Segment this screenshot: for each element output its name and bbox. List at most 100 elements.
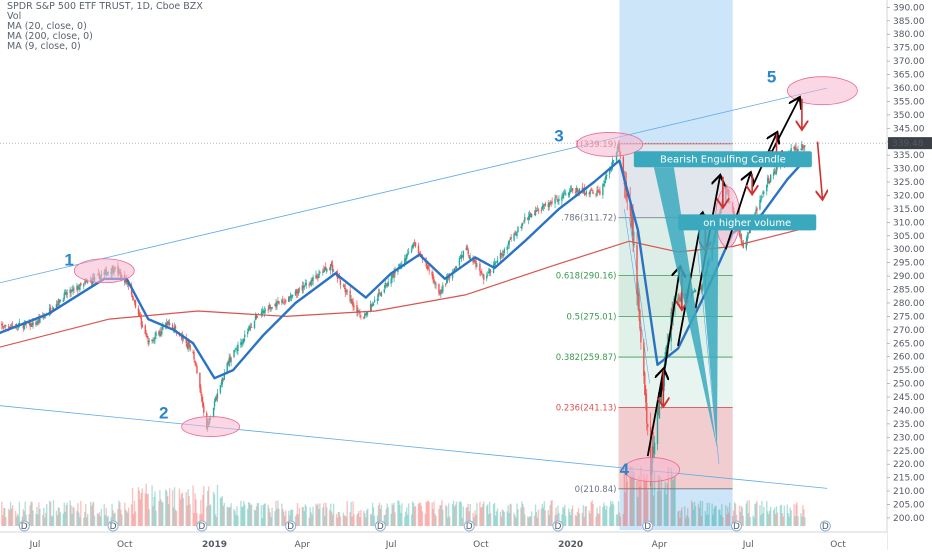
candle-body — [215, 397, 218, 401]
volume-bar — [728, 512, 730, 526]
volume-bar — [571, 505, 574, 526]
volume-bar — [342, 512, 345, 526]
candle-body — [268, 306, 270, 310]
candle-body — [360, 315, 362, 317]
volume-bar — [125, 509, 127, 526]
candle-body — [230, 358, 232, 362]
volume-bar — [113, 513, 115, 526]
volume-bar — [530, 511, 533, 526]
candle-body — [738, 224, 741, 236]
volume-bar — [517, 509, 519, 526]
volume-bar — [763, 506, 765, 526]
candle-body — [537, 210, 540, 212]
candle-body — [804, 145, 806, 147]
volume-bar — [796, 502, 798, 526]
volume-bar — [665, 494, 667, 526]
volume-bar — [775, 506, 778, 526]
volume-bar — [460, 502, 463, 526]
dividend-marker[interactable]: D — [552, 520, 564, 532]
candle-body — [468, 255, 470, 259]
volume-bar — [789, 507, 791, 526]
dividend-marker-circle — [463, 520, 475, 532]
volume-bar — [727, 506, 729, 526]
volume-bar — [311, 514, 313, 526]
ma9-legend[interactable]: MA (9, close, 0) — [7, 41, 81, 52]
volume-bar — [650, 481, 653, 526]
dividend-marker[interactable]: D — [196, 520, 208, 532]
volume-bar — [17, 515, 20, 526]
candle-body — [243, 338, 245, 343]
candle-body — [432, 274, 434, 281]
volume-bar — [472, 512, 474, 526]
volume-bar — [107, 515, 109, 526]
ma200-legend[interactable]: MA (200, close, 0) — [7, 31, 93, 42]
volume-bar — [138, 490, 141, 526]
candle-body — [516, 232, 518, 236]
volume-bar — [447, 503, 450, 526]
dividend-marker[interactable]: D — [285, 520, 297, 532]
candle-body — [565, 193, 567, 195]
volume-bar — [278, 508, 280, 526]
y-tick-label: 290.00 — [893, 272, 925, 282]
volume-bar — [677, 511, 679, 526]
candle-body — [359, 311, 361, 315]
dividend-marker[interactable]: D — [642, 520, 654, 532]
volume-bar — [509, 503, 511, 526]
volume-bar — [267, 504, 269, 526]
candle-body — [503, 249, 506, 253]
volume-bar — [433, 501, 435, 526]
price-axis[interactable]: 200.00 205.00 210.00 215.00 220.00 225.00 230.… — [886, 0, 932, 550]
candle-body — [58, 300, 61, 303]
volume-bar — [235, 514, 237, 526]
volume-bar — [212, 491, 215, 526]
volume-bar — [568, 508, 570, 526]
candle-body — [769, 174, 772, 182]
candle-body — [803, 146, 805, 148]
candle-body — [221, 377, 224, 385]
volume-bar — [358, 510, 360, 526]
volume-bar — [714, 505, 716, 526]
volume-bar — [469, 503, 471, 526]
candle-body — [304, 283, 306, 286]
volume-bar — [71, 513, 73, 526]
x-tick-label: Jul — [742, 540, 754, 550]
dividend-marker[interactable]: D — [731, 520, 743, 532]
volume-bar — [10, 508, 13, 526]
candle-body — [193, 352, 195, 360]
dividend-marker[interactable]: D — [463, 520, 475, 532]
volume-bar — [398, 501, 400, 526]
candle-body — [451, 271, 454, 278]
volume-bar — [237, 515, 239, 526]
vol-legend[interactable]: Vol — [7, 11, 22, 22]
volume-bar — [644, 478, 646, 526]
candle-body — [475, 260, 477, 268]
candle-body — [234, 350, 236, 352]
volume-bar — [754, 503, 756, 526]
volume-bar — [199, 514, 201, 526]
candle-body — [241, 342, 243, 344]
volume-bar — [666, 483, 668, 526]
candle-body — [420, 254, 423, 255]
candle-body — [2, 326, 4, 328]
dividend-marker-label: D — [822, 522, 829, 532]
candle-body — [8, 327, 11, 329]
volume-bar — [188, 496, 190, 526]
volume-bar — [761, 500, 763, 526]
candle-body — [295, 289, 298, 294]
candle-body — [158, 331, 160, 335]
dividend-marker[interactable]: D — [107, 520, 119, 532]
volume-bar — [66, 502, 68, 526]
candle-body — [226, 362, 228, 374]
volume-bar — [242, 506, 244, 526]
candle-body — [574, 191, 577, 193]
dividend-marker[interactable]: D — [18, 520, 30, 532]
y-tick-label: 310.00 — [893, 218, 925, 228]
ma20-legend[interactable]: MA (20, close, 0) — [7, 21, 87, 32]
dividend-marker[interactable]: D — [374, 520, 386, 532]
volume-bar — [575, 516, 578, 526]
dividend-marker[interactable]: D — [819, 520, 831, 532]
volume-bar — [244, 504, 246, 526]
